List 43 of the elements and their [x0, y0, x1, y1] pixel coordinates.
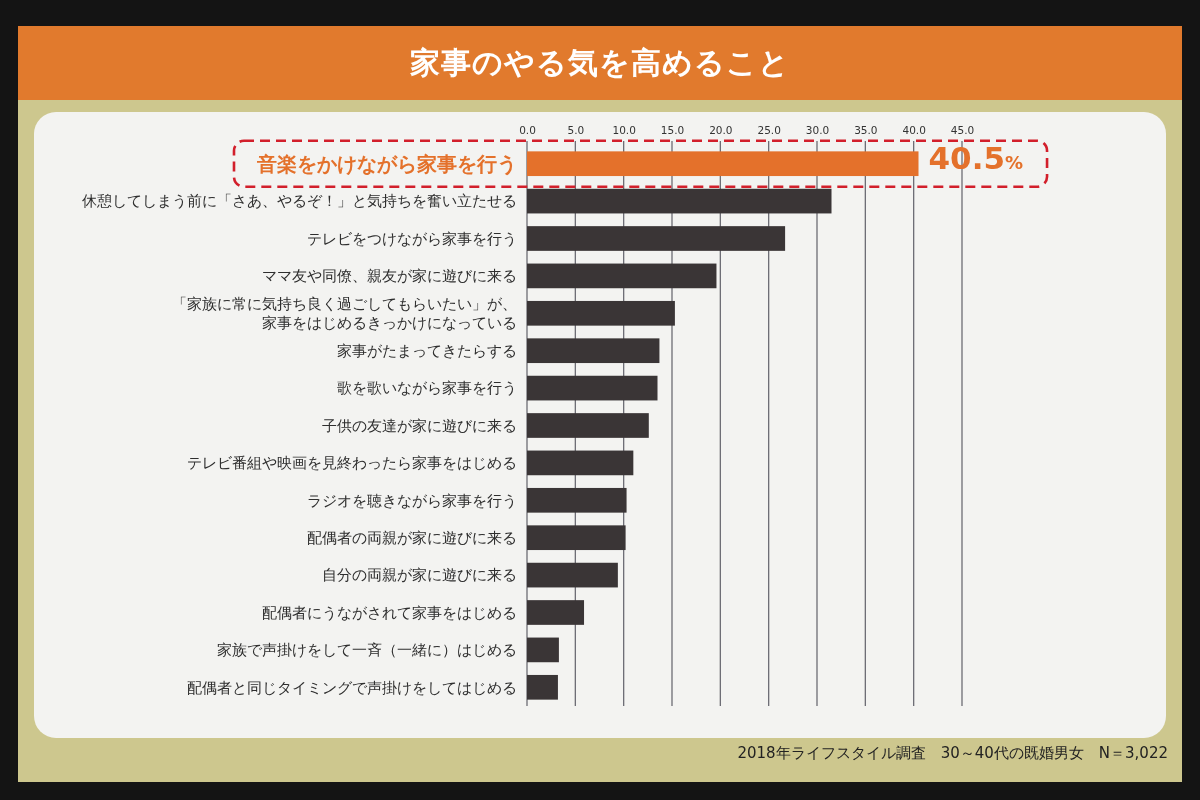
y-tick-label: テレビをつけながら家事を行う: [307, 230, 517, 247]
y-tick-label: 配偶者の両親が家に遊びに来る: [307, 529, 517, 546]
bar: [527, 263, 717, 289]
bar: [527, 674, 558, 700]
bar: [527, 637, 559, 663]
y-tick-label: ラジオを聴きながら家事を行う: [307, 492, 517, 509]
y-tick-label: 音楽をかけながら家事を行う: [256, 151, 517, 176]
bar: [527, 413, 649, 438]
bar: [527, 226, 786, 251]
y-tick-label: 歌を歌いながら家事を行う: [337, 380, 517, 397]
y-tick-label: 家事がたまってきたらする: [337, 342, 517, 359]
x-tick-label: 45.0: [950, 124, 975, 136]
text: 2018年ライフスタイル調査 30～40代の既婚男女 N＝3,022: [737, 744, 1168, 762]
data-label: 40.5%: [928, 140, 1024, 177]
x-tick-label: 25.0: [757, 124, 781, 136]
bar: [527, 487, 627, 513]
y-tick-label: 「家族に常に気持ち良く過ごしてもらいたい」が、家事をはじめるきっかけになっている: [172, 296, 517, 331]
x-tick-label: 10.0: [612, 124, 636, 136]
x-tick-label: 0.0: [519, 124, 536, 136]
y-tick-label: 子供の友達が家に遊びに来る: [322, 417, 517, 434]
bar: [527, 375, 658, 401]
bar: [527, 338, 660, 364]
x-tick-label: 35.0: [854, 124, 878, 136]
x-tick-label: 5.0: [567, 124, 585, 136]
bar: [527, 188, 832, 214]
y-tick-label: ママ友や同僚、親友が家に遊びに来る: [262, 268, 517, 285]
bar: [527, 525, 626, 551]
x-tick-label: 40.0: [902, 124, 926, 136]
chart-title: 家事のやる気を高めること: [410, 43, 790, 82]
bar: [527, 562, 618, 588]
x-tick-label: 20.0: [709, 124, 733, 136]
x-tick-label: 30.0: [805, 124, 830, 136]
y-tick-label: 休憩してしまう前に「さあ、やるぞ！」と気持ちを奮い立たせる: [82, 193, 517, 210]
bar: [527, 600, 585, 625]
y-tick-label: 家族で声掛けをして一斉（一緒に）はじめる: [217, 642, 517, 659]
y-tick-label: テレビ番組や映画を見終わったら家事をはじめる: [187, 455, 517, 472]
x-tick-label: 15.0: [660, 124, 685, 136]
bar: [527, 300, 675, 326]
y-tick-label: 配偶者にうながされて家事をはじめる: [262, 604, 517, 621]
bar: [527, 450, 634, 476]
y-tick-label: 自分の両親が家に遊びに来る: [322, 567, 517, 584]
bar: [527, 151, 919, 177]
y-tick-label: 配偶者と同じタイミングで声掛けをしてはじめる: [187, 679, 517, 696]
